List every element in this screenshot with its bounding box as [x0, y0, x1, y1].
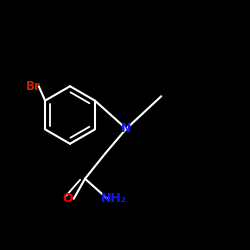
Text: NH₂: NH₂	[101, 192, 127, 205]
Text: Br: Br	[26, 80, 41, 93]
Text: N: N	[121, 122, 132, 135]
Text: O: O	[62, 192, 73, 205]
